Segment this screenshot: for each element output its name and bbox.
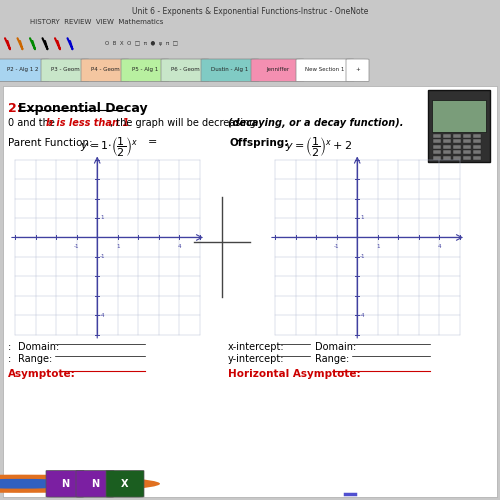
Text: 0 and the: 0 and the [8,118,58,128]
FancyBboxPatch shape [201,59,259,82]
Text: Asymptote:: Asymptote: [8,369,76,379]
Text: x-intercept:: x-intercept: [228,342,284,352]
Bar [443,150,451,154]
Text: -1: -1 [334,244,340,250]
FancyBboxPatch shape [41,59,89,82]
Text: Parent Function:: Parent Function: [8,138,92,147]
Text: -1: -1 [360,254,366,260]
Text: -4: -4 [360,313,366,318]
Bar [473,139,481,143]
Text: P2 - Alg 1 2: P2 - Alg 1 2 [7,67,38,72]
Text: Domain:: Domain: [18,342,59,352]
Bar [453,134,461,138]
Bar [453,150,461,154]
Circle shape [0,474,160,493]
Bar [473,134,481,138]
Text: New Section 1: New Section 1 [306,67,344,72]
FancyBboxPatch shape [81,59,129,82]
Text: 4: 4 [438,244,441,250]
Text: Horizontal Asymptote:: Horizontal Asymptote: [228,369,360,379]
FancyBboxPatch shape [346,59,369,82]
Bar [463,150,471,154]
Bar [473,150,481,154]
Text: Exponential Decay: Exponential Decay [18,102,148,114]
Bar [443,134,451,138]
Text: Domain:: Domain: [315,342,356,352]
Bar [453,156,461,160]
Text: 1: 1 [100,216,103,220]
Text: 1: 1 [376,244,380,250]
FancyBboxPatch shape [76,470,114,497]
Text: N: N [91,479,99,489]
Text: Dustin - Alg 1: Dustin - Alg 1 [212,67,248,72]
Text: -1: -1 [100,254,105,260]
Text: P5 - Alg 1: P5 - Alg 1 [132,67,158,72]
Bar [433,144,441,148]
Text: Unit 6 - Exponents & Exponential Functions-Instruc - OneNote: Unit 6 - Exponents & Exponential Functio… [132,8,368,16]
Text: 4: 4 [178,244,181,250]
FancyBboxPatch shape [296,59,354,82]
Text: b is less than 1: b is less than 1 [46,118,129,128]
Text: Jenniffer: Jenniffer [266,67,289,72]
Bar [443,139,451,143]
Bar [443,156,451,160]
Text: :: : [8,354,11,364]
Text: 2:: 2: [8,102,22,114]
FancyBboxPatch shape [121,59,169,82]
FancyBboxPatch shape [46,470,84,497]
FancyBboxPatch shape [106,470,144,497]
Text: P3 - Geom: P3 - Geom [50,67,80,72]
Bar [453,139,461,143]
Bar [433,156,441,160]
Text: 1: 1 [360,216,364,220]
Text: X: X [121,479,129,489]
Text: :: : [8,342,11,352]
Text: 1: 1 [116,244,119,250]
Bar [433,134,441,138]
Text: P6 - Geom: P6 - Geom [170,67,200,72]
Bar [453,144,461,148]
Text: Range:: Range: [315,354,349,364]
Bar [463,144,471,148]
Text: =: = [148,138,158,147]
Text: O  B  X  O  □  π  ●  ψ  π  □: O B X O □ π ● ψ π □ [105,42,178,46]
Text: P4 - Geom: P4 - Geom [90,67,120,72]
Circle shape [0,479,95,488]
Text: y-intercept:: y-intercept: [228,354,284,364]
Text: N: N [61,479,69,489]
Text: Offspring:: Offspring: [230,138,290,147]
FancyBboxPatch shape [251,59,304,82]
Bar [463,134,471,138]
Bar [463,156,471,160]
Bar [463,139,471,143]
Bar [433,150,441,154]
Text: +: + [355,67,360,72]
Text: HISTORY  REVIEW  VIEW  Mathematics: HISTORY REVIEW VIEW Mathematics [30,20,164,26]
FancyBboxPatch shape [161,59,209,82]
FancyBboxPatch shape [0,59,49,82]
Text: $y = 1{\cdot}\left(\dfrac{1}{2}\right)^{x}$: $y = 1{\cdot}\left(\dfrac{1}{2}\right)^{… [80,136,138,159]
Bar [428,90,490,162]
Bar [473,144,481,148]
Text: $y = \left(\dfrac{1}{2}\right)^{x} + 2$: $y = \left(\dfrac{1}{2}\right)^{x} + 2$ [285,136,352,159]
Text: -1: -1 [74,244,80,250]
Text: -4: -4 [100,313,105,318]
Bar [473,156,481,160]
Text: Range:: Range: [18,354,52,364]
Bar [443,144,451,148]
Text: (decaying, or a decay function).: (decaying, or a decay function). [228,118,404,128]
Bar [433,139,441,143]
Bar [432,100,486,132]
Text: , the graph will be decreasing: , the graph will be decreasing [110,118,258,128]
